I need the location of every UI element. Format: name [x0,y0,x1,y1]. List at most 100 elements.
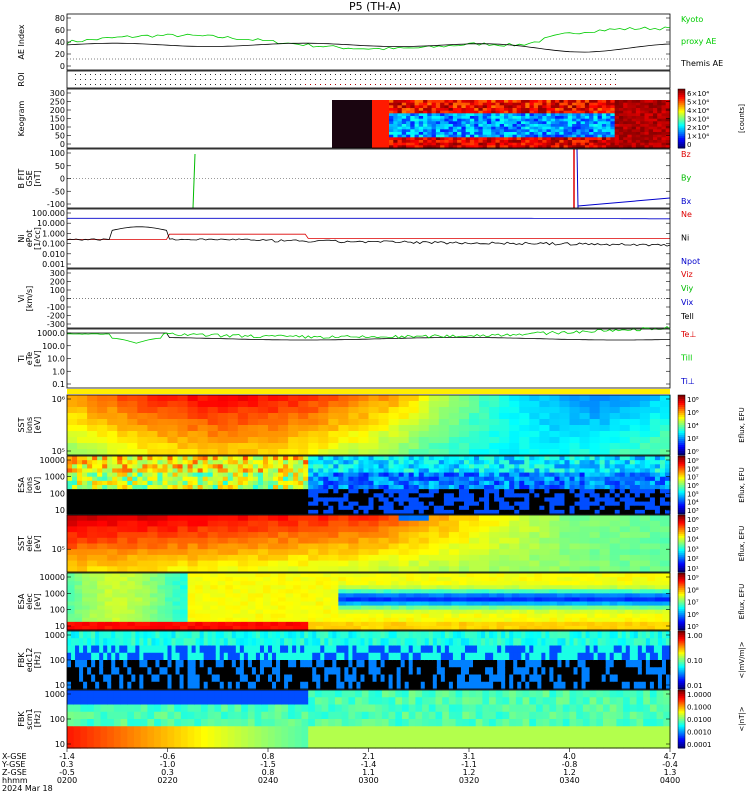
colorbar-tick-label: 10⁴ [687,422,699,430]
y-axis-label: eTe [25,352,34,365]
y-axis-label: FBK [17,652,26,668]
x-tick-label: -1.4 [361,760,377,769]
y-tick-label: 100.0 [42,342,65,351]
legend-entry: Viz [681,270,693,279]
y-axis-label: [eV] [33,477,42,494]
panel-frame [66,572,671,631]
colorbar-tick-label: 0.1000 [687,704,712,712]
colorbar-tick-label: 1.00 [687,632,703,640]
legend-entry: Bz [681,150,691,159]
x-tick-label: 0.3 [161,768,174,777]
colorbar: 1.00 0.10 0.01 <|mV/m|> [677,630,746,690]
y-tick-label: 1000 [45,690,65,699]
y-axis-label: SST [17,417,26,432]
colorbar-tick-label: 10⁵ [687,623,699,631]
ni-line [66,226,671,247]
y-tick-label: 300 [50,269,65,278]
y-tick-label: 100 [50,286,65,295]
y-axis-label: FBK [17,711,26,727]
colorbar-label: Eflux, EFU [738,526,746,561]
x-tick-label: 1.2 [463,768,476,777]
legend-entry: Viy [681,284,694,293]
y-tick-label: 60 [55,26,65,35]
colorbar-tick-label: 1.0000 [687,691,712,699]
y-tick-label: 100.000 [32,209,65,218]
panel-frame [66,394,671,456]
x-tick-label: 2.1 [362,752,375,761]
colorbar-tick-label: 3×10⁴ [687,116,709,124]
colorbar-tick-label: 10⁶ [687,482,699,490]
x-tick-label: -0.8 [562,760,578,769]
panel-keogram: 300250200150100500Keogram6×10⁴5×10⁴4×10⁴… [17,88,746,149]
y-tick-label: 10000 [40,573,65,582]
x-tick-label: -1.5 [260,760,276,769]
panel-separator-strip [67,389,670,394]
legend-entry: Bx [681,197,691,206]
y-axis-label: elec [25,535,34,551]
ti-line [67,326,671,344]
x-tick-label: -1.1 [461,760,477,769]
y-axis-label: B FIT [17,168,26,188]
y-tick-label: 1000.0 [37,329,65,338]
colorbar-tick-label: 0.0010 [687,729,712,737]
y-tick-label: 10 [55,622,65,631]
panel-esa_i: 10000 1000 100 10 ESA ions [eV] 10⁹10⁸10⁷10⁶10⁵… [17,455,746,515]
x-tick-label: 0.8 [262,752,275,761]
colorbar-label: Eflux, EFU [738,407,746,442]
y-tick-label: 10⁵ [52,545,65,554]
y-tick-label: 300 [50,89,65,98]
colorbar-tick-label: 10³ [687,507,699,515]
y-tick-label: 10⁵ [52,447,65,456]
panel-temperature: 1000.0 100.0 10.0 1.0 0.1 Ti eTe [eV] Te⊥ Till Ti⊥ [17,326,696,389]
x-tick-label: 0320 [459,776,479,785]
colorbar-tick-label: 4×10⁴ [687,107,709,115]
y-axis-label: ions [25,477,34,493]
y-tick-label: 0 [60,175,65,184]
x-tick-label: 4.0 [563,752,576,761]
colorbar-tick-label: 10⁹ [687,457,699,465]
y-tick-label: 10000 [40,456,65,465]
x-axis-row-label: X-GSE [2,752,27,761]
colorbar-tick-label: 10⁸ [687,396,699,404]
colorbar-tick-label: 10⁵ [687,526,699,534]
y-axis-label: edc12 [25,648,34,673]
y-tick-label: 100 [50,149,65,158]
panel-sst_i: 10⁶ 10⁵ SST ions [eV] 10⁸ 10⁶ 10⁴ 10² 10⁰ Eflux, E… [17,394,746,456]
colorbar-tick-label: 10⁷ [687,474,699,482]
legend-entry: Till [680,354,692,363]
panel-bfield: 100 50 0 -50 -100 B FIT GSE [nT] Bz By Bx [17,148,691,209]
legend-entry: Ne [681,210,692,219]
kyoto-ae-line [66,26,671,51]
y-tick-label: -50 [52,187,65,196]
colorbar-tick-label: 0.10 [687,657,703,665]
x-tick-label: 0400 [660,776,680,785]
y-axis-label: [nT] [33,170,42,186]
y-tick-label: -100 [47,200,65,209]
colorbar-tick-label: 0 [687,141,691,149]
y-tick-label: 100 [50,656,65,665]
y-tick-label: 150 [50,115,65,124]
x-tick-label: 0220 [157,776,177,785]
colorbar-tick-label: 10² [687,555,699,563]
y-tick-label: 20 [55,50,65,59]
legend-entry: Npot [681,257,700,266]
colorbar-tick-label: 10⁶ [687,409,699,417]
x-tick-label: 0.3 [61,760,74,769]
y-tick-label: 0 [60,140,65,149]
y-tick-label: 1.0 [52,367,65,376]
colorbar-tick-label: 10⁸ [687,465,699,473]
x-tick-label: 0340 [559,776,579,785]
y-axis-label: scm1 [25,708,34,729]
colorbar-tick-label: 2×10⁴ [687,124,709,132]
y-tick-label: -100 [47,303,65,312]
y-tick-label: 0.1 [52,380,65,389]
colorbar-tick-label: 10⁸ [687,586,699,594]
legend-entry: Themis AE [680,59,723,68]
y-axis-label: [1/cc] [33,227,42,250]
y-axis-label: [eV] [33,593,42,610]
x-tick-label: -1.0 [160,760,176,769]
y-tick-label: 50 [55,132,65,141]
